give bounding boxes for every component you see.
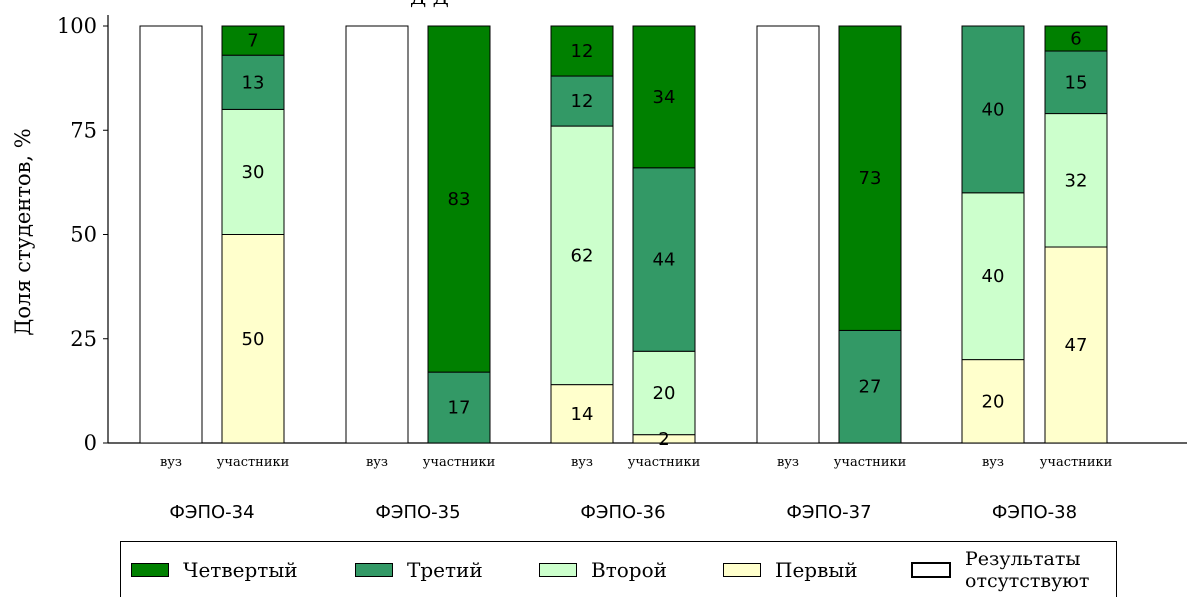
bar-segment-fepo-38-uchastniki-fourth [1044,25,1108,52]
bar-segment-fepo-34-uchastniki-third [221,54,285,110]
bar-missing-fepo-37-vuz [756,25,820,444]
x-sub-label: участники [628,455,701,470]
data-label-fepo-38-uchastniki-first: 47 [1065,335,1088,356]
bar-segment-fepo-37-uchastniki-fourth [838,25,902,331]
data-label-fepo-36-vuz-fourth: 12 [571,41,594,62]
legend-label-missing-line2: отсутствуют [965,570,1090,592]
x-sub-label: вуз [777,455,799,470]
bar-segment-fepo-38-vuz-first [961,359,1025,444]
x-sub-label: вуз [982,455,1004,470]
bar-segment-fepo-36-vuz-third [550,75,614,127]
data-label-fepo-38-uchastniki-second: 32 [1065,170,1088,191]
bar-segment-fepo-36-vuz-fourth [550,25,614,77]
x-group-label-fepo-37: ФЭПО-37 [786,502,871,523]
data-label-fepo-36-uchastniki-fourth: 34 [653,87,676,108]
x-group-label-fepo-36: ФЭПО-36 [580,502,665,523]
x-sub-label: участники [217,455,290,470]
y-tick-label: 25 [70,327,97,351]
bar-missing-fepo-34-vuz [139,25,203,444]
x-sub-label: вуз [571,455,593,470]
data-label-fepo-36-uchastniki-third: 44 [653,250,676,271]
x-group-label-fepo-34: ФЭПО-34 [169,502,254,523]
x-sub-label: вуз [160,455,182,470]
x-sub-label: участники [834,455,907,470]
legend-swatch-tretij [355,563,393,577]
legend-label-vtoroj: Второй [591,558,667,582]
y-axis-label: Доля студентов, % [11,128,35,335]
legend-label-missing: Результаты отсутствуют [965,548,1089,592]
x-sub-label: участники [423,455,496,470]
legend-item-vtoroj: Второй [539,542,667,598]
y-tick-label: 100 [57,14,97,38]
bar-segment-fepo-37-uchastniki-third [838,329,902,444]
legend-swatch-missing [911,562,951,578]
bar-segment-fepo-36-uchastniki-third [632,167,696,352]
data-label-fepo-36-vuz-third: 12 [571,91,594,112]
data-label-fepo-38-uchastniki-third: 15 [1065,72,1088,93]
data-label-fepo-35-uchastniki-third: 17 [448,398,471,419]
stacked-bar-chart: 0 25 50 75 100 50 30 13 7 17 83 14 62 12 12 2 20 44 34 27 7… [11,0,1187,523]
data-label-fepo-38-vuz-third: 40 [982,99,1005,120]
x-group-label-fepo-35: ФЭПО-35 [375,502,460,523]
data-label-fepo-37-uchastniki-fourth: 73 [859,168,882,189]
legend-item-chetvertyj: Четвертый [131,542,298,598]
legend-label-tretij: Третий [407,558,483,582]
bars [139,25,1108,444]
bar-segment-fepo-36-uchastniki-second [632,350,696,436]
legend-swatch-vtoroj [539,563,577,577]
data-label-fepo-35-uchastniki-fourth: 83 [448,189,471,210]
bar-segment-fepo-34-uchastniki-fourth [221,25,285,56]
data-label-fepo-36-vuz-first: 14 [571,404,594,425]
data-label-fepo-36-uchastniki-first: 2 [658,429,669,450]
bar-segment-fepo-35-uchastniki-fourth [427,25,491,373]
bar-segment-fepo-38-uchastniki-first [1044,246,1108,444]
legend-label-pervyj: Первый [775,558,858,582]
legend-swatch-chetvertyj [131,563,169,577]
data-label-fepo-36-uchastniki-second: 20 [653,383,676,404]
y-tick-label: 50 [70,223,97,247]
x-sub-label: вуз [366,455,388,470]
bar-segment-fepo-36-vuz-second [550,125,614,386]
y-tick-label: 75 [70,118,97,142]
data-label-fepo-34-uchastniki-third: 13 [242,72,265,93]
legend: Четвертый Третий Второй Первый Результат… [120,541,1117,597]
bar-segment-fepo-38-uchastniki-second [1044,113,1108,248]
x-labels: вуз участники вуз участники вуз участники вуз у… [160,455,1112,523]
x-sub-label: участники [1040,455,1113,470]
data-label-fepo-38-uchastniki-fourth: 6 [1070,29,1081,50]
bar-segment-fepo-38-uchastniki-third [1044,50,1108,115]
legend-item-missing: Результаты отсутствуют [911,542,1089,598]
bar-missing-fepo-35-vuz [345,25,409,444]
x-group-label-fepo-38: ФЭПО-38 [992,502,1077,523]
data-label-fepo-34-uchastniki-second: 30 [242,162,265,183]
data-label-fepo-34-uchastniki-first: 50 [242,329,265,350]
legend-item-tretij: Третий [355,542,483,598]
legend-item-pervyj: Первый [723,542,858,598]
legend-label-missing-line1: Результаты [965,548,1081,570]
bar-segment-fepo-36-uchastniki-fourth [632,25,696,169]
y-tick-label: 0 [84,431,97,455]
bar-segment-fepo-38-vuz-second [961,192,1025,361]
bar-segment-fepo-35-uchastniki-third [427,371,491,444]
data-label-fepo-36-vuz-second: 62 [571,245,594,266]
data-label-fepo-38-vuz-first: 20 [982,391,1005,412]
bar-segment-fepo-38-vuz-third [961,25,1025,194]
data-label-fepo-37-uchastniki-third: 27 [859,377,882,398]
data-label-fepo-34-uchastniki-fourth: 7 [247,31,258,52]
clipped-title: Д Д [410,0,449,9]
data-labels: 50 30 13 7 17 83 14 62 12 12 2 20 44 34 27 73 20 40 40 47 32… [242,29,1088,450]
legend-label-chetvertyj: Четвертый [183,558,298,582]
legend-swatch-pervyj [723,563,761,577]
data-label-fepo-38-vuz-second: 40 [982,266,1005,287]
